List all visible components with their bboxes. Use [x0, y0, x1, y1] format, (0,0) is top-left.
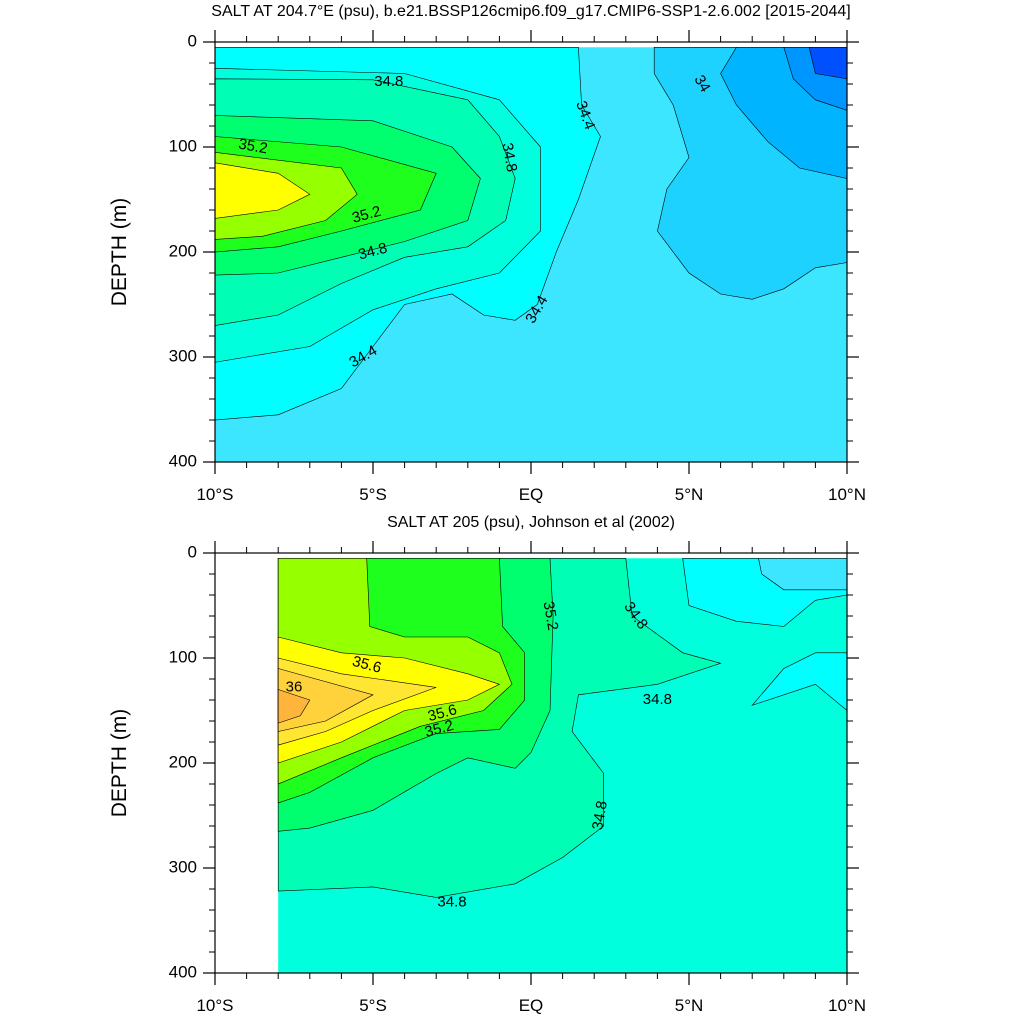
y-axis-label: DEPTH (m): [108, 198, 131, 307]
y-tick-label: 300: [169, 857, 197, 876]
contour-label: 35.2: [237, 136, 269, 158]
x-tick-label: 10°N: [828, 485, 866, 504]
y-tick-label: 300: [169, 346, 197, 365]
contour-label: 35.2: [540, 600, 562, 632]
x-tick-label: EQ: [519, 485, 544, 504]
y-tick-label: 0: [188, 542, 197, 561]
y-tick-label: 200: [169, 752, 197, 771]
y-tick-label: 400: [169, 451, 197, 470]
x-tick-label: 10°S: [196, 996, 233, 1015]
contour-label: 35.6: [351, 653, 384, 677]
x-tick-label: 5°N: [675, 485, 704, 504]
contour-fill: [758, 557, 848, 591]
contour-label: 34.8: [589, 800, 611, 832]
x-tick-label: 5°S: [359, 996, 387, 1015]
contour-label: 34: [691, 72, 714, 95]
contour-label: 36: [286, 678, 303, 695]
x-tick-label: 10°S: [196, 485, 233, 504]
chart-title: SALT AT 204.7°E (psu), b.e21.BSSP126cmip…: [211, 3, 850, 20]
chart-title: SALT AT 205 (psu), Johnson et al (2002): [387, 514, 675, 531]
y-tick-label: 400: [169, 962, 197, 981]
x-tick-label: 10°N: [828, 996, 866, 1015]
x-tick-label: EQ: [519, 996, 544, 1015]
y-tick-label: 100: [169, 647, 197, 666]
y-tick-label: 200: [169, 241, 197, 260]
x-tick-label: 5°N: [675, 996, 704, 1015]
y-tick-label: 0: [188, 31, 197, 50]
x-tick-label: 5°S: [359, 485, 387, 504]
contour-label: 34.8: [357, 239, 390, 263]
contour-label: 35.2: [423, 717, 456, 741]
y-tick-label: 100: [169, 136, 197, 155]
contour-fill: [277, 689, 311, 724]
contour-label: 34.8: [374, 73, 403, 90]
contour-label: 34.8: [643, 691, 672, 708]
contour-label: 34.8: [437, 894, 466, 911]
y-axis-label: DEPTH (m): [108, 709, 131, 818]
contour-label: 35.6: [426, 701, 459, 725]
contour-label: 35.2: [350, 203, 383, 227]
contour-label: 34.8: [498, 142, 520, 174]
